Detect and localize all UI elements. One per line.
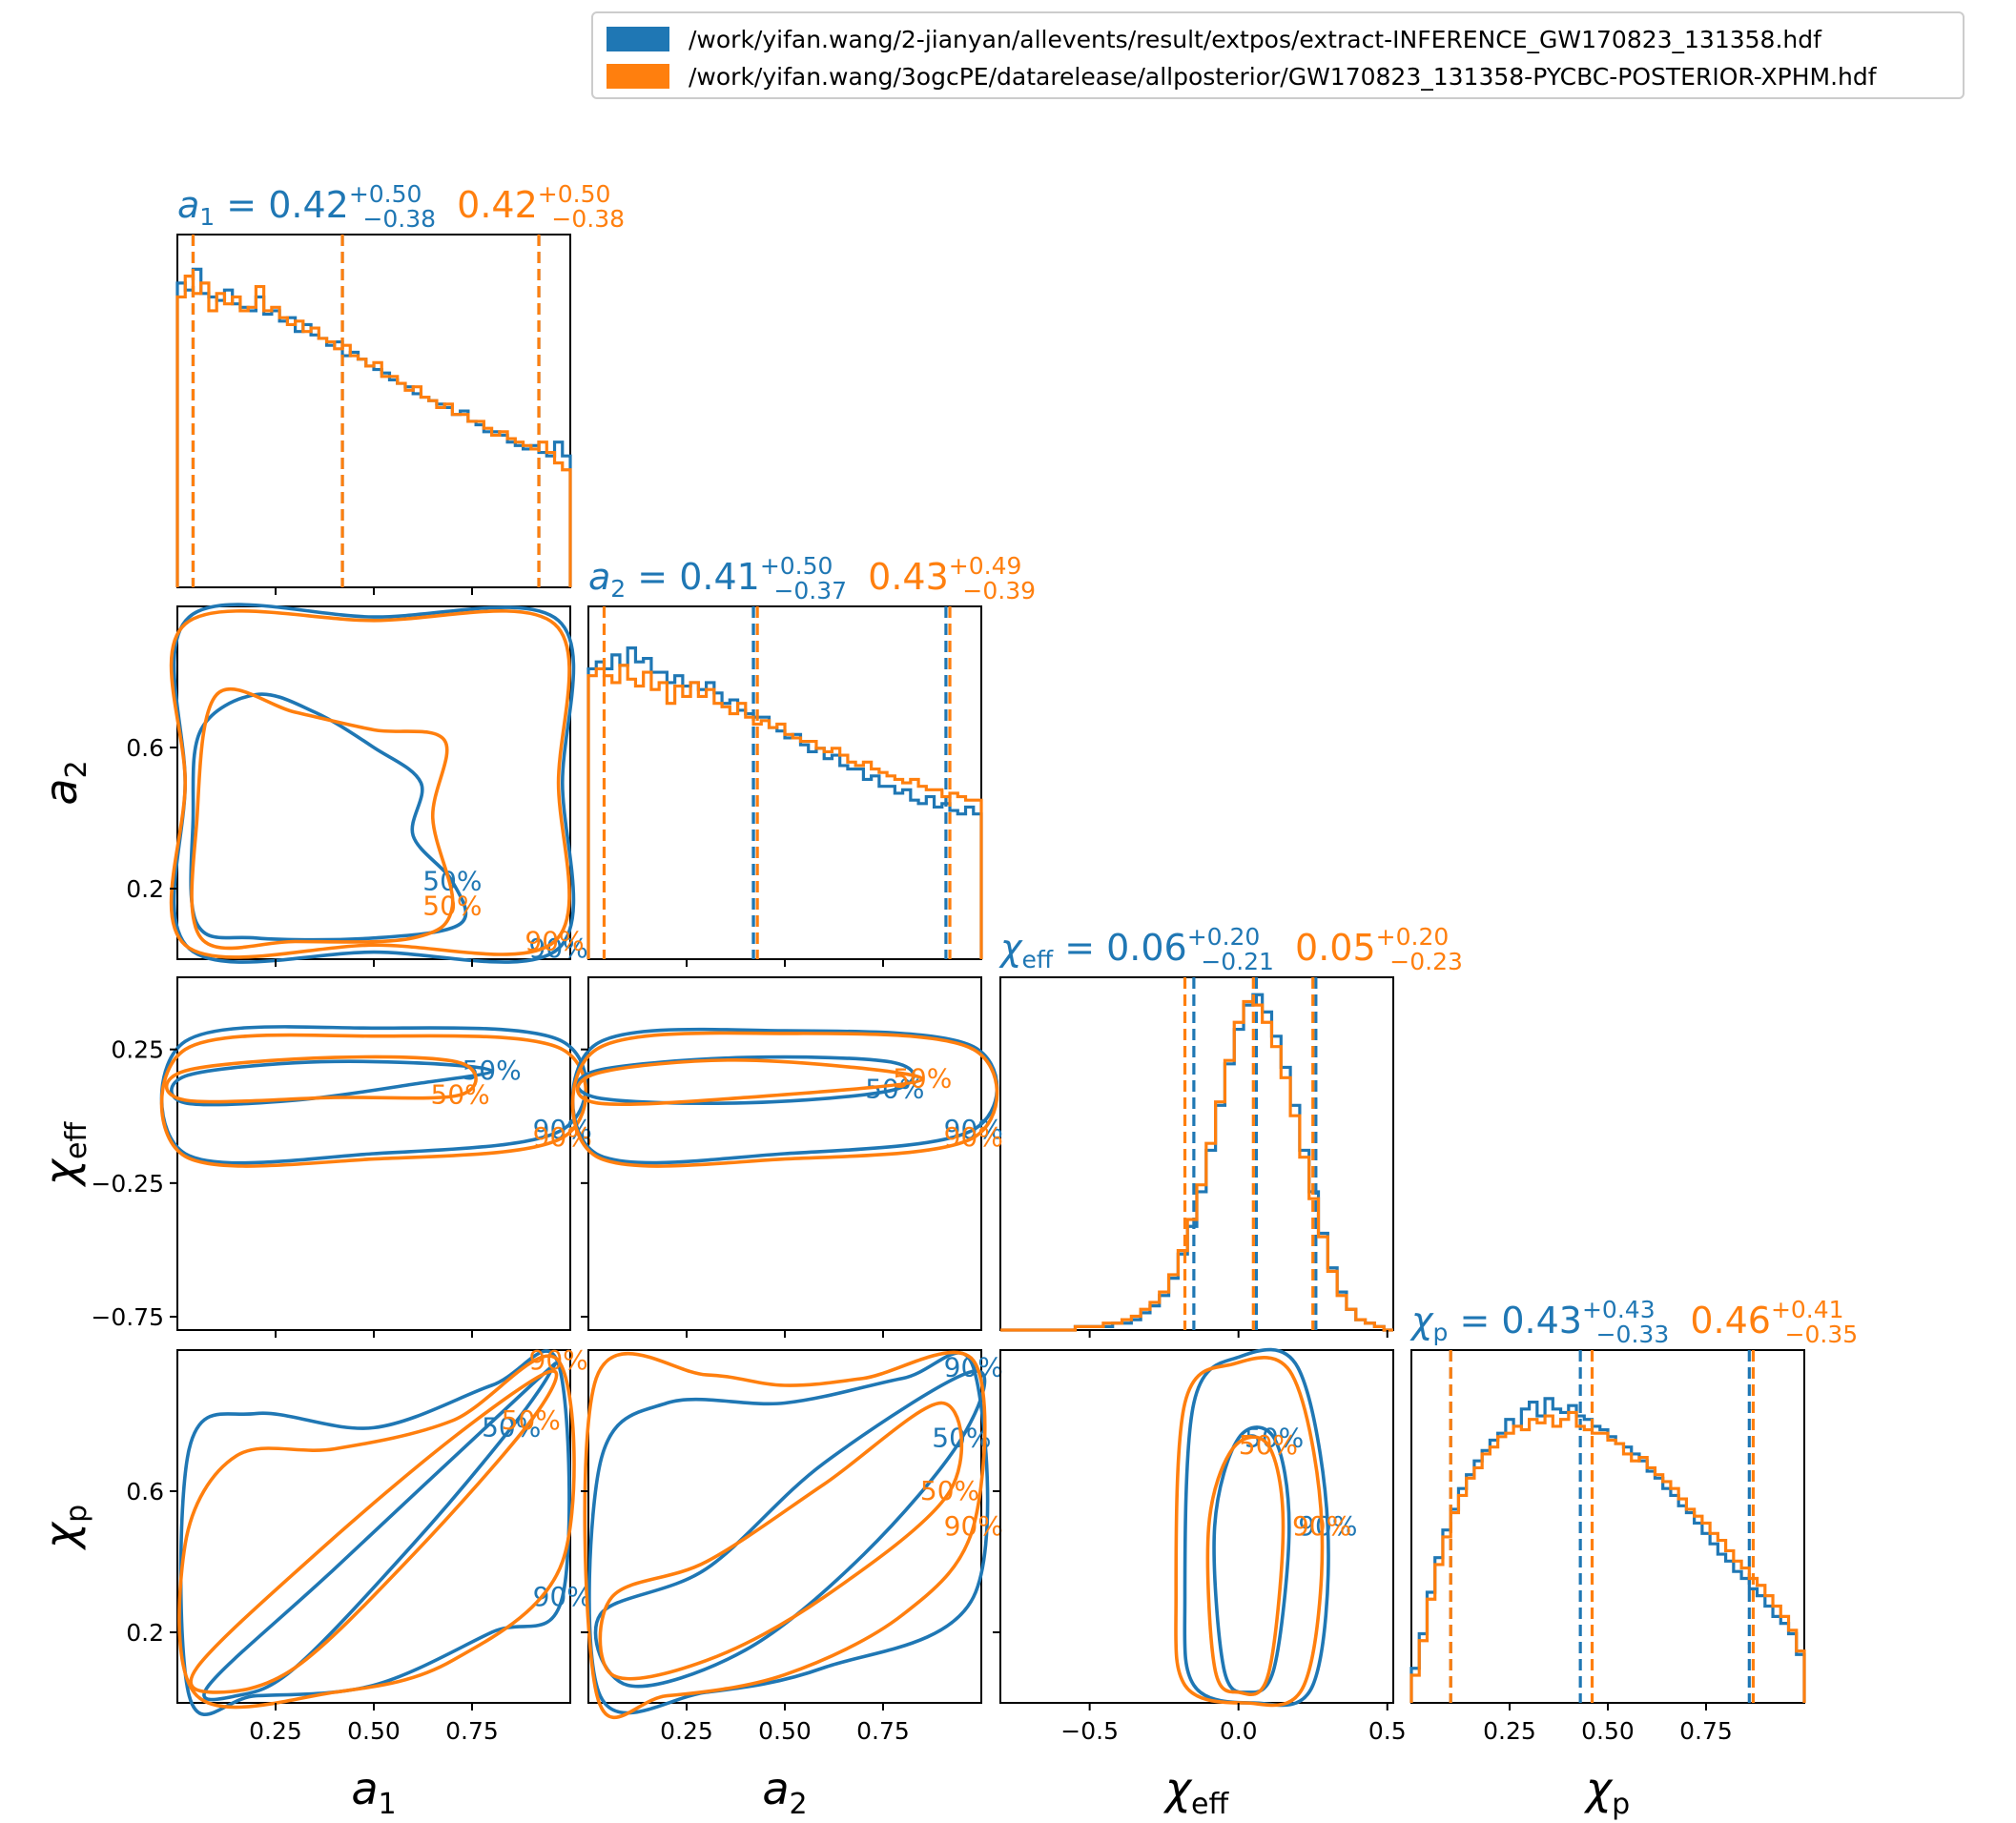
contour-panel-a1-a2 [176,605,571,960]
legend-label-1: /work/yifan.wang/2-jianyan/allevents/res… [689,25,1821,53]
contour-label: 90% [944,1352,1003,1383]
x-tick-label: 0.75 [445,1717,499,1745]
contour-a2-chi_p-series-2-50pct [598,1401,964,1681]
x-axis-label-chi_p: χp [1583,1763,1630,1821]
contour-chi_eff-chi_p-series-2-90pct [1174,1356,1325,1708]
histogram-chi_eff-series-1 [1000,993,1393,1332]
title-a2: a2 = 0.41+0.50 −0.37 0.43+0.49 −0.39 [588,552,1036,604]
hist-panel-chi_p [1410,1349,1805,1704]
contour-a1-chi_p-series-2-90pct [177,1354,576,1710]
contour-label: 90% [1292,1510,1351,1542]
contour-a1-a2-series-1-90pct [172,603,576,964]
contour-label: 90% [529,1344,588,1376]
y-tick-label: 0.2 [126,875,164,903]
contour-a2-chi_p-series-1-90pct [587,1351,990,1715]
x-axis-label-a1: a1 [351,1763,396,1821]
contour-a2-chi_eff-series-1-90pct [570,1027,999,1165]
title-chi_p: χp = 0.43+0.43 −0.33 0.46+0.41 −0.35 [1409,1296,1858,1348]
legend-entry-2: /work/yifan.wang/3ogcPE/datarelease/allp… [607,57,1877,95]
contour-a2-chi_eff-series-2-90pct [570,1031,999,1168]
contour-chi_eff-chi_p-series-2-50pct [1205,1435,1286,1697]
legend-label-2: /work/yifan.wang/3ogcPE/datarelease/allp… [689,62,1877,91]
contour-a2-chi_eff-series-2-50pct [576,1058,925,1106]
histogram-chi_p-series-2 [1409,1410,1806,1703]
contour-label: 50% [422,891,482,922]
contour-label: 50% [920,1475,979,1506]
x-tick-label: 0.25 [1483,1717,1536,1745]
histogram-a2-series-2 [586,664,983,959]
y-tick-label: 0.6 [126,734,164,762]
legend: /work/yifan.wang/2-jianyan/allevents/res… [591,11,1965,99]
histogram-chi_p-series-1 [1409,1397,1806,1703]
legend-swatch-1 [607,27,669,51]
contour-panel-chi_eff-chi_p [999,1349,1394,1704]
contour-a1-chi_p-series-1-50pct [202,1362,558,1702]
x-tick-label: 0.5 [1368,1717,1407,1745]
y-axis-label-a2: a2 [35,760,93,805]
contour-label: 50% [431,1078,490,1110]
contour-a1-a2-series-2-90pct [169,609,571,959]
x-tick-label: 0.50 [758,1717,812,1745]
contour-label: 90% [525,926,584,957]
contour-a1-chi_p-series-1-90pct [178,1349,571,1716]
contour-a1-chi_eff-series-2-90pct [159,1033,588,1168]
x-tick-label: 0.75 [1679,1717,1733,1745]
x-tick-label: −0.5 [1060,1717,1119,1745]
histogram-chi_eff-series-2 [1000,999,1393,1332]
x-axis-label-a2: a2 [762,1763,807,1821]
contour-label: 50% [1239,1429,1298,1461]
contour-label: 90% [944,1121,1003,1153]
legend-swatch-2 [607,64,669,89]
y-tick-label: −0.75 [91,1303,164,1331]
x-tick-label: 0.75 [856,1717,910,1745]
x-tick-label: 0.50 [1581,1717,1635,1745]
x-tick-label: 0.0 [1220,1717,1258,1745]
y-tick-label: 0.25 [111,1036,164,1064]
contour-a2-chi_eff-series-1-50pct [576,1055,915,1106]
hist-panel-chi_eff [999,976,1394,1331]
legend-entry-1: /work/yifan.wang/2-jianyan/allevents/res… [607,20,1821,58]
title-chi_eff: χeff = 0.06+0.20 −0.21 0.05+0.20 −0.23 [998,923,1463,975]
contour-label: 50% [865,1074,924,1105]
contour-a1-chi_eff-series-1-50pct [170,1059,494,1107]
y-axis-label-chi_eff: χeff [35,1120,93,1188]
contour-label: 90% [944,1510,1003,1542]
x-tick-label: 0.25 [660,1717,713,1745]
histogram-a2-series-1 [586,646,983,959]
contour-a1-chi_eff-series-1-90pct [159,1025,588,1165]
contour-label: 90% [533,1121,592,1153]
contour-label: 50% [893,1063,952,1095]
x-tick-label: 0.25 [249,1717,302,1745]
contour-a1-chi_p-series-2-50pct [189,1369,559,1694]
x-tick-label: 0.50 [347,1717,401,1745]
contour-a2-chi_p-series-2-90pct [583,1350,987,1720]
y-tick-label: 0.2 [126,1619,164,1647]
x-axis-label-chi_eff: χeff [1162,1763,1230,1821]
title-a1: a1 = 0.42+0.50 −0.38 0.42+0.50 −0.38 [177,180,625,233]
contour-label: 90% [1298,1510,1357,1542]
contour-a1-a2-series-2-50pct [190,687,455,951]
contour-a1-chi_eff-series-2-50pct [165,1055,478,1104]
hist-panel-a1 [176,234,571,588]
histogram-a1-series-1 [175,267,572,587]
histogram-a1-series-2 [175,275,572,587]
y-axis-label-chi_p: χp [35,1505,93,1551]
contour-label: 50% [502,1404,561,1436]
contour-label: 50% [482,1411,541,1443]
y-tick-label: −0.25 [91,1170,164,1198]
y-tick-label: 0.6 [126,1478,164,1506]
